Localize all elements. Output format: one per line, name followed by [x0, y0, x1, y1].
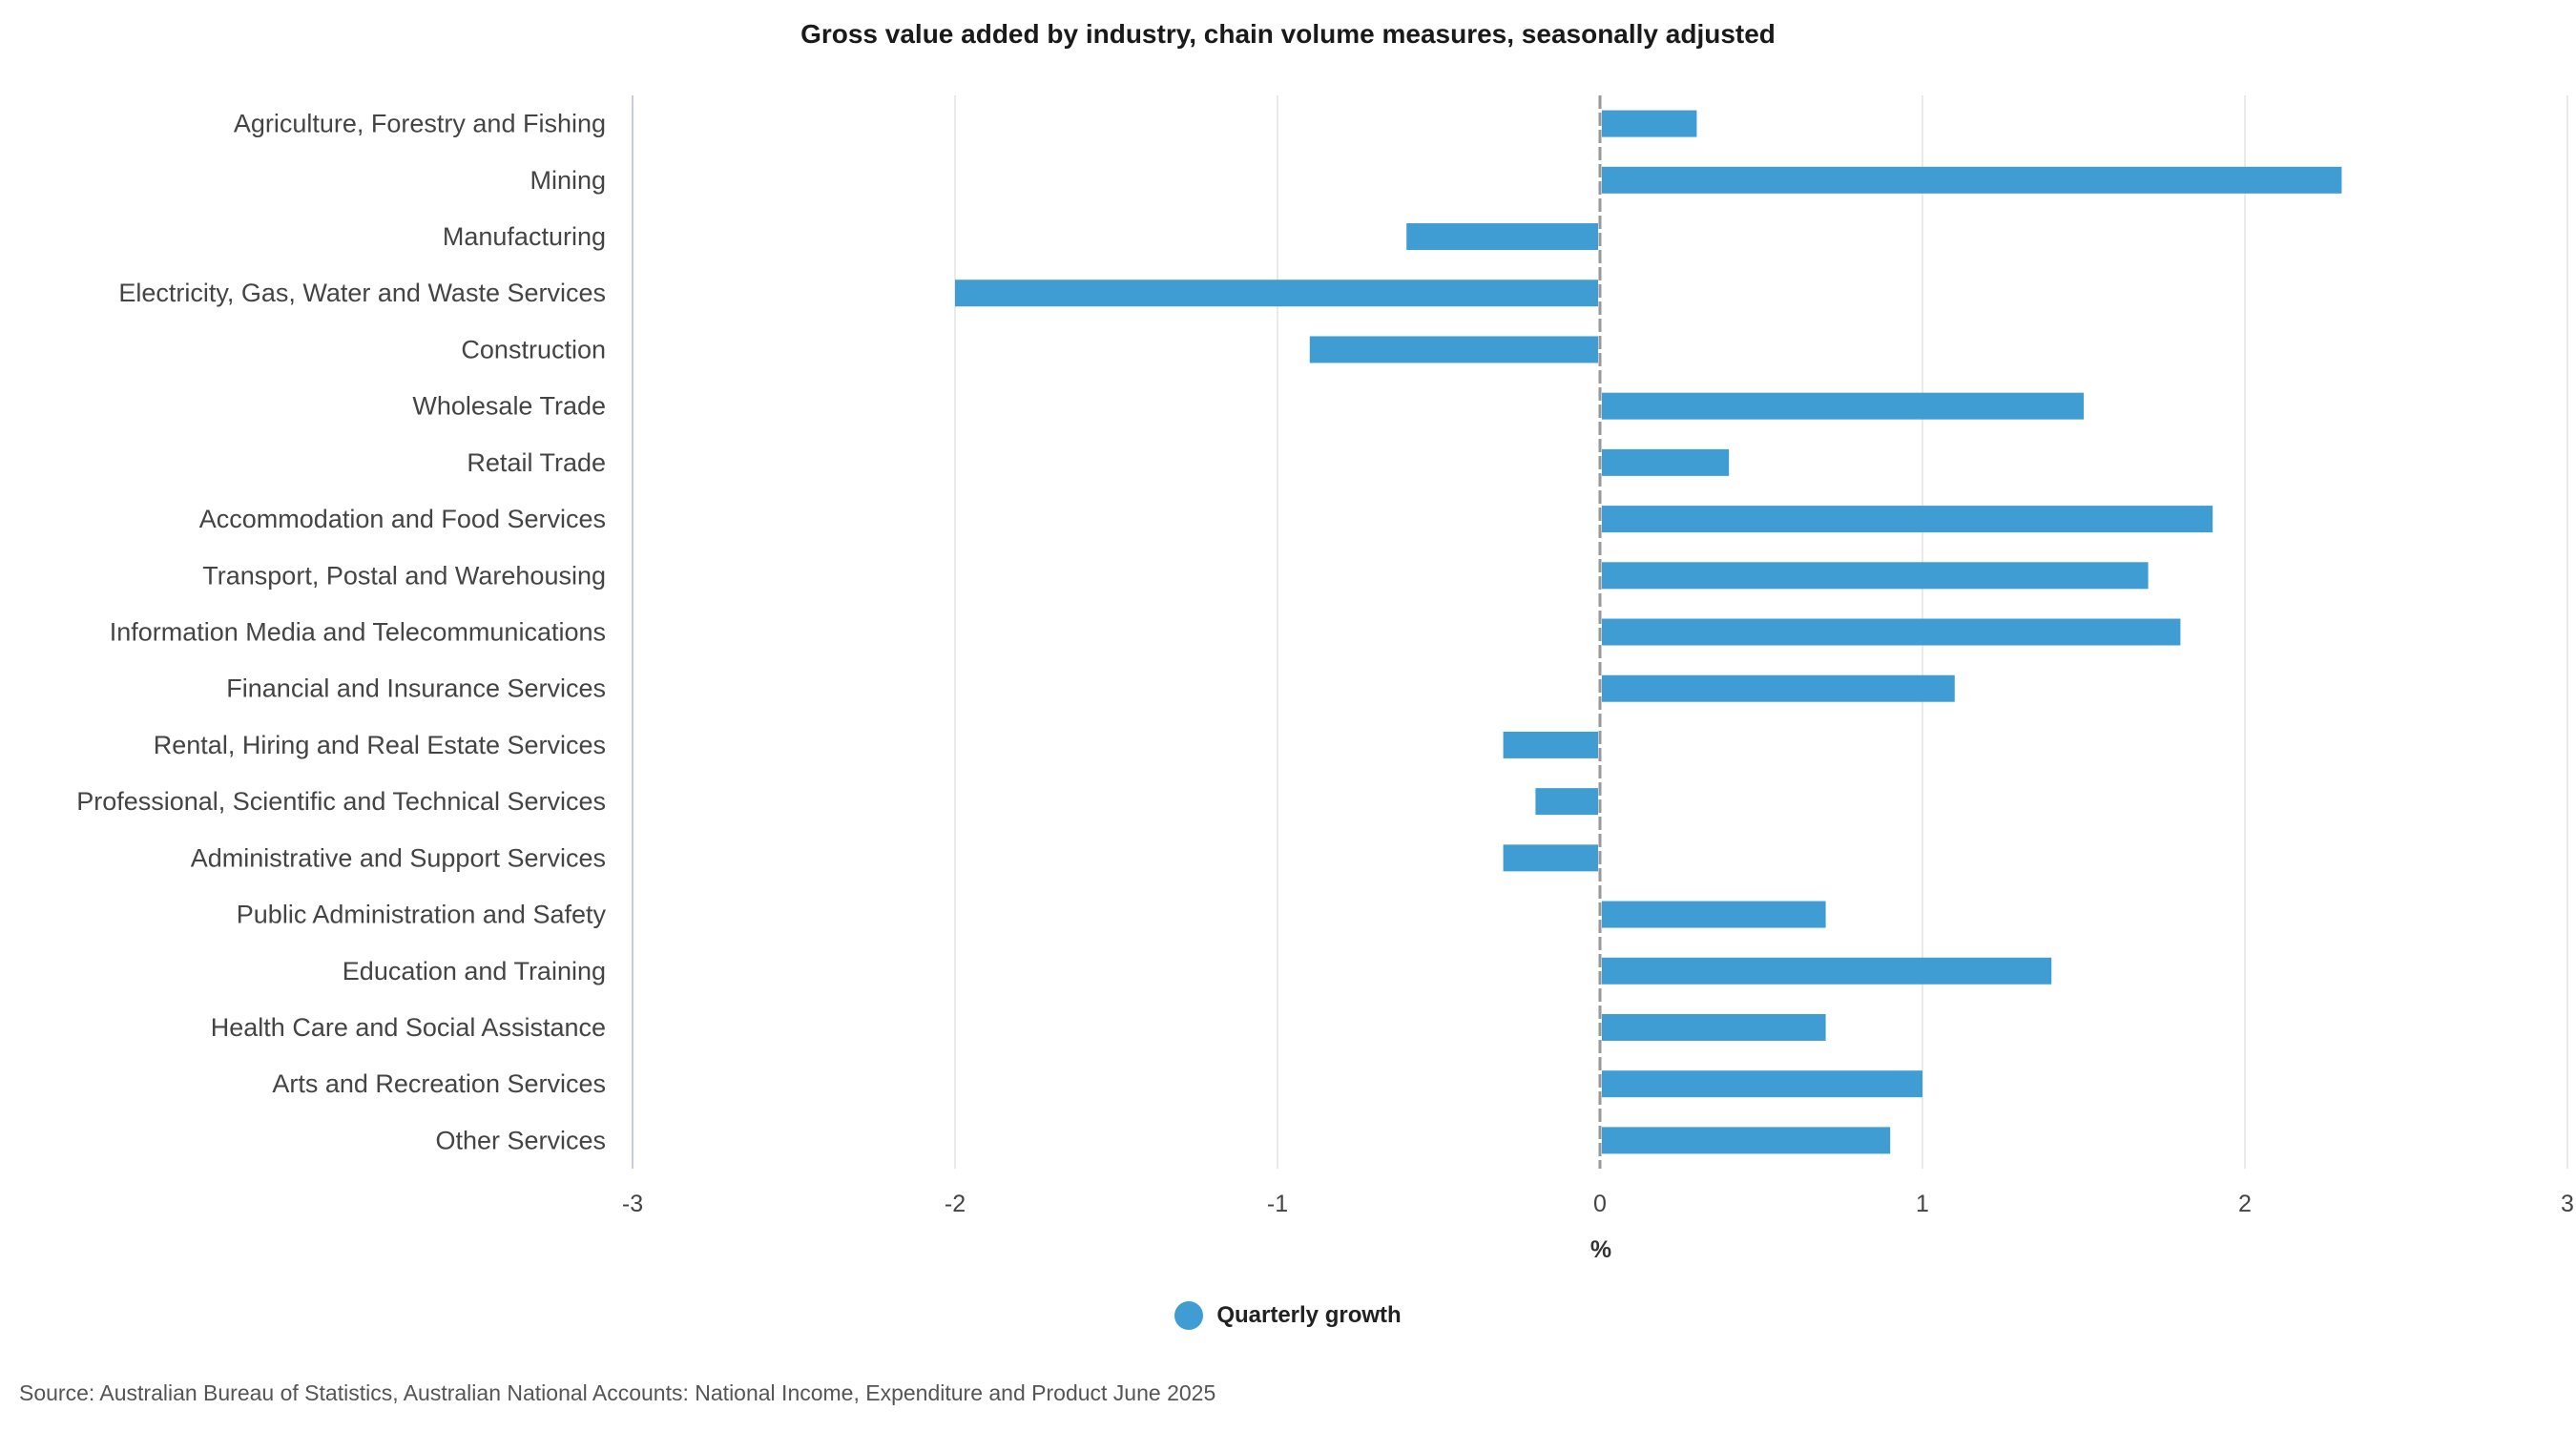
- bar[interactable]: [1503, 844, 1598, 872]
- legend-item-quarterly-growth[interactable]: Quarterly growth: [1174, 1301, 1402, 1330]
- bar[interactable]: [1602, 166, 2342, 194]
- category-label: Rental, Hiring and Real Estate Services: [154, 731, 606, 759]
- bar[interactable]: [1602, 110, 1697, 137]
- category-labels: Agriculture, Forestry and Fishing Mining M…: [76, 110, 606, 1155]
- category-label: Administrative and Support Services: [191, 843, 606, 872]
- bar[interactable]: [1602, 1013, 1826, 1041]
- bar[interactable]: [1406, 223, 1598, 251]
- category-label: Information Media and Telecommunications: [110, 618, 606, 647]
- chart-title: Gross value added by industry, chain vol…: [800, 19, 1776, 49]
- x-tick-label: 1: [1916, 1191, 1929, 1217]
- category-label: Health Care and Social Assistance: [211, 1013, 606, 1042]
- legend-label: Quarterly growth: [1216, 1302, 1402, 1328]
- category-label: Wholesale Trade: [412, 392, 606, 421]
- x-tick-label: -3: [622, 1191, 643, 1217]
- bar[interactable]: [1602, 1070, 1922, 1098]
- category-label: Accommodation and Food Services: [199, 505, 606, 533]
- bar[interactable]: [1602, 957, 2052, 985]
- axes: [632, 95, 1602, 1169]
- source-note: Source: Australian Bureau of Statistics,…: [19, 1380, 1216, 1405]
- category-label: Financial and Insurance Services: [226, 674, 606, 703]
- x-tick-label: 2: [2238, 1191, 2252, 1217]
- bar[interactable]: [1602, 562, 2149, 590]
- bar[interactable]: [955, 280, 1598, 307]
- bar[interactable]: [1602, 618, 2181, 646]
- category-label: Public Administration and Safety: [237, 901, 607, 929]
- category-label: Mining: [530, 166, 606, 195]
- category-label: Manufacturing: [443, 222, 606, 251]
- category-label: Education and Training: [343, 957, 606, 985]
- x-tick-label: 0: [1593, 1191, 1607, 1217]
- category-label: Construction: [461, 335, 606, 363]
- bar[interactable]: [1602, 1127, 1891, 1154]
- legend: Quarterly growth: [0, 1301, 2576, 1335]
- x-axis-ticks: -3 -2 -1 0 1 2 3: [622, 1191, 2574, 1217]
- bar[interactable]: [1602, 674, 1955, 702]
- bar[interactable]: [1535, 788, 1598, 816]
- x-tick-label: -1: [1267, 1191, 1288, 1217]
- bars: [955, 110, 2342, 1154]
- bar[interactable]: [1602, 448, 1730, 476]
- x-tick-label: -2: [945, 1191, 966, 1217]
- x-axis-label: %: [1590, 1236, 1611, 1263]
- bar[interactable]: [1503, 731, 1598, 758]
- category-label: Agriculture, Forestry and Fishing: [234, 110, 606, 138]
- category-label: Retail Trade: [467, 448, 606, 477]
- category-label: Transport, Postal and Warehousing: [202, 561, 606, 590]
- bar[interactable]: [1602, 392, 2084, 420]
- x-tick-label: 3: [2561, 1191, 2574, 1217]
- bar[interactable]: [1602, 901, 1826, 928]
- category-label: Other Services: [435, 1126, 606, 1154]
- category-label: Arts and Recreation Services: [272, 1069, 606, 1098]
- category-label: Electricity, Gas, Water and Waste Servic…: [118, 279, 606, 307]
- bar[interactable]: [1309, 336, 1598, 363]
- category-label: Professional, Scientific and Technical S…: [76, 787, 606, 816]
- bar[interactable]: [1602, 506, 2213, 533]
- legend-swatch-icon: [1174, 1301, 1204, 1330]
